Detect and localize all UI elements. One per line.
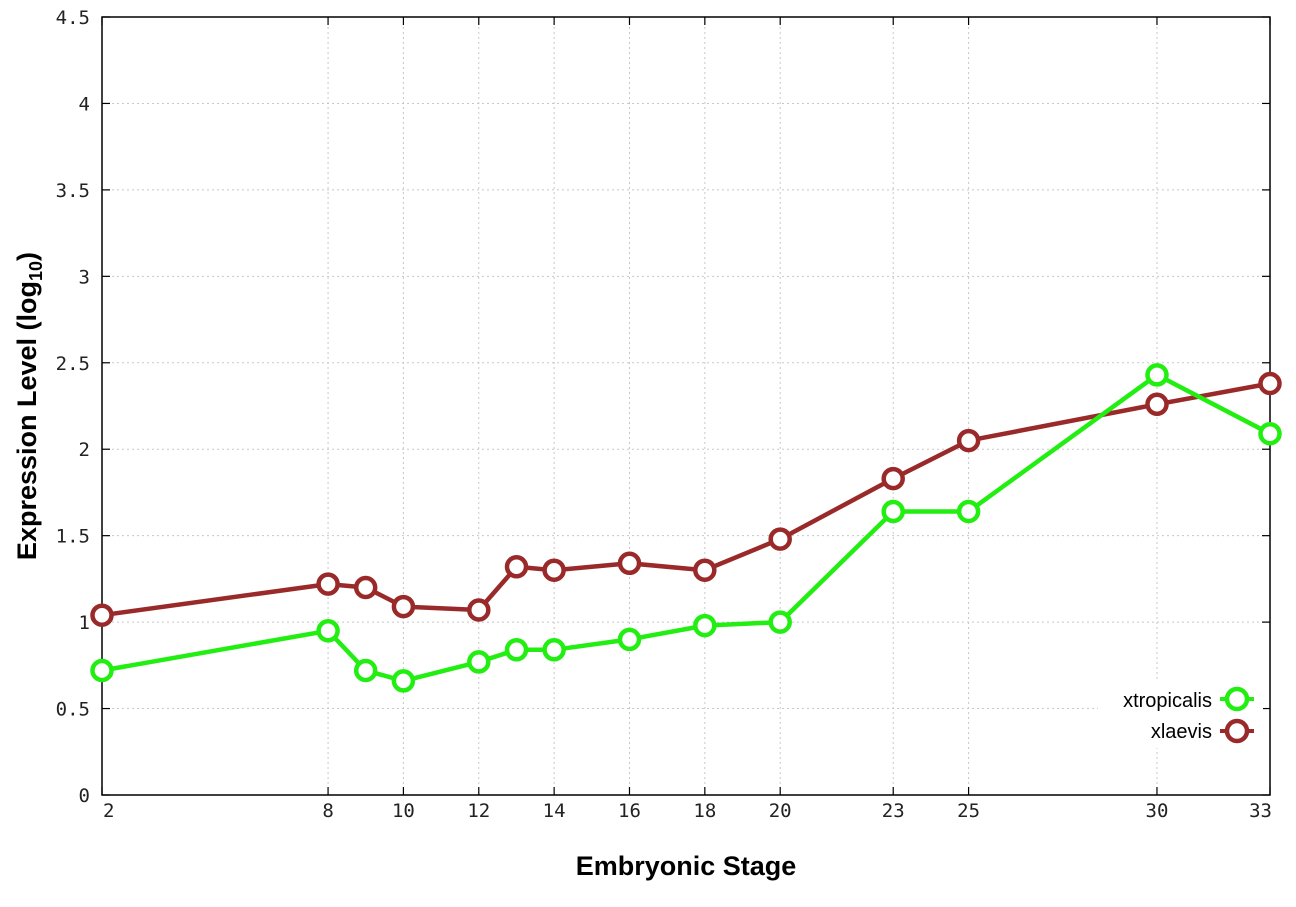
data-point-xtropicalis [391, 669, 416, 693]
data-point-xlaevis [504, 555, 529, 579]
x-tick-label: 10 [392, 800, 415, 822]
y-tick-label: 0.5 [56, 699, 90, 721]
data-point-xtropicalis [316, 619, 340, 643]
y-tick-label: 4 [79, 93, 90, 115]
y-tick-label: 1.5 [56, 526, 90, 548]
y-tick-label: 2.5 [56, 353, 90, 375]
x-tick-label: 12 [467, 800, 490, 822]
y-tick-label: 3.5 [56, 180, 90, 202]
data-point-xlaevis [881, 466, 905, 491]
data-point-xlaevis [353, 575, 378, 600]
x-tick-label: 20 [769, 800, 792, 822]
data-point-xtropicalis [617, 627, 642, 652]
legend: xtropicalis xlaevis [1098, 682, 1263, 748]
x-tick-label: 18 [693, 800, 716, 822]
x-tick-label: 23 [882, 800, 905, 822]
x-tick-label: 2 [103, 800, 114, 822]
data-point-xtropicalis [353, 658, 378, 683]
data-point-xtropicalis [693, 613, 717, 638]
data-point-xlaevis [542, 558, 566, 582]
plot-frame [101, 16, 1271, 796]
data-point-xtropicalis [1145, 363, 1169, 387]
data-point-xtropicalis [542, 638, 566, 662]
y-tick-label: 1 [79, 612, 90, 634]
data-point-xlaevis [768, 527, 792, 551]
legend-marker-xtropicalis [1224, 686, 1250, 712]
data-point-xlaevis [693, 558, 717, 582]
legend-label-xtropicalis: xtropicalis [1123, 690, 1212, 712]
y-tick-label: 2 [79, 439, 90, 461]
data-point-xlaevis [956, 428, 981, 453]
data-point-xlaevis [1145, 392, 1169, 417]
data-point-xlaevis [391, 594, 416, 619]
legend-label-xlaevis: xlaevis [1151, 721, 1212, 743]
data-point-xlaevis [90, 603, 114, 627]
axis-ticks: 2 8 10 12 14 16 18 20 23 25 30 33 0 0.5 1 1.5 2 2.5 3 3.5 4 4… [56, 7, 1272, 822]
y-tick-label: 4.5 [56, 7, 90, 29]
x-tick-label: 8 [322, 800, 333, 822]
x-tick-label: 30 [1146, 800, 1169, 822]
legend-marker-xlaevis [1224, 718, 1250, 744]
data-point-xlaevis [467, 598, 491, 622]
data-point-xtropicalis [467, 650, 491, 674]
y-tick-label: 3 [79, 266, 90, 288]
x-tick-label: 33 [1249, 800, 1272, 822]
data-point-xtropicalis [90, 658, 114, 683]
data-point-xtropicalis [881, 499, 905, 524]
x-tick-label: 25 [957, 800, 980, 822]
series-group [90, 363, 1282, 693]
y-axis-title-subscript: 10 [26, 261, 46, 281]
x-tick-label: 16 [618, 800, 641, 822]
x-tick-label: 14 [543, 800, 566, 822]
data-point-xlaevis [617, 551, 642, 576]
data-point-xlaevis [316, 572, 340, 596]
y-tick-label: 0 [79, 785, 90, 807]
data-point-xtropicalis [768, 610, 792, 634]
data-point-xlaevis [1258, 371, 1282, 396]
data-point-xtropicalis [504, 638, 529, 662]
y-axis-title: Expression Level (log10) [12, 252, 46, 560]
data-point-xtropicalis [956, 499, 981, 524]
y-axis-title-suffix: ) [12, 252, 42, 261]
y-axis-title-main: Expression Level (log [12, 281, 42, 560]
data-point-xtropicalis [1258, 421, 1282, 446]
x-axis-title: Embryonic Stage [576, 851, 797, 881]
